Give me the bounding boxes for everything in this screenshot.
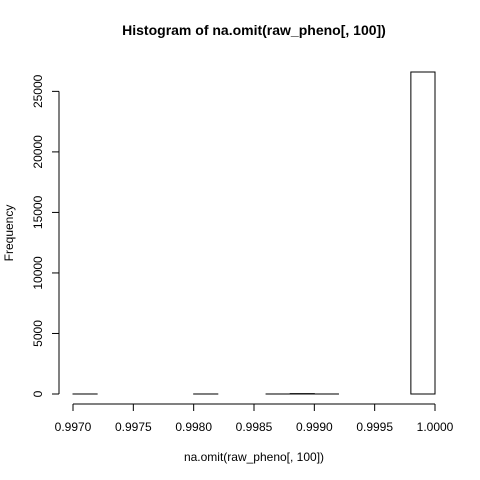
x-tick-label: 1.0000	[417, 420, 454, 434]
x-axis: 0.9970 0.9975 0.9980 0.9985 0.9990 0.9995 1.00…	[55, 403, 454, 434]
y-tick-label: 10000	[31, 256, 45, 290]
y-axis-label: Frequency	[2, 205, 16, 262]
x-tick-label: 0.9995	[356, 420, 393, 434]
y-tick-label: 0	[31, 390, 45, 397]
chart-title: Histogram of na.omit(raw_pheno[, 100])	[122, 22, 386, 38]
histogram-bar	[410, 71, 436, 395]
x-tick-label: 0.9985	[236, 420, 273, 434]
x-tick-label: 0.9980	[175, 420, 212, 434]
y-tick-label: 25000	[31, 74, 45, 108]
x-tick-label: 0.9970	[55, 420, 92, 434]
y-tick-label: 20000	[31, 135, 45, 169]
bars-group	[72, 71, 436, 395]
x-tick-label: 0.9975	[115, 420, 152, 434]
y-tick-label: 5000	[31, 320, 45, 347]
x-axis-label: na.omit(raw_pheno[, 100])	[184, 450, 324, 464]
y-tick-label: 15000	[31, 195, 45, 229]
x-tick-label: 0.9990	[296, 420, 333, 434]
y-axis: 0 5000 10000 15000 20000 25000	[31, 74, 60, 397]
